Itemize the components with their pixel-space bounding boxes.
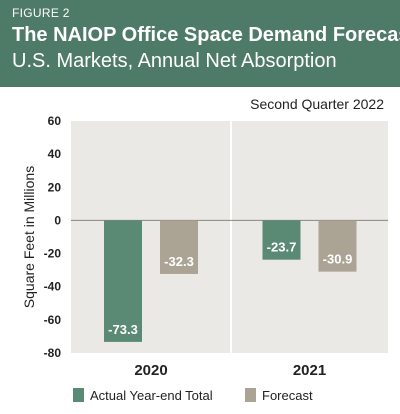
y-axis-label: Square Feet in Millions <box>21 166 37 308</box>
legend-label-forecast: Forecast <box>262 388 313 403</box>
chart-header: FIGURE 2 The NAIOP Office Space Demand F… <box>0 0 400 87</box>
figure-label: FIGURE 2 <box>12 6 70 20</box>
y-tick-label: -80 <box>44 346 62 360</box>
y-tick-label: -60 <box>44 313 62 327</box>
chart-subtitle: U.S. Markets, Annual Net Absorption <box>12 50 337 72</box>
y-tick-label: -40 <box>44 280 62 294</box>
bar-2021-forecast <box>318 220 357 272</box>
data-label-2020-forecast: -32.3 <box>164 254 194 269</box>
bar-2021-actual <box>262 220 301 260</box>
plot-panel-2021 <box>232 121 388 353</box>
y-tick-label: 0 <box>54 213 61 227</box>
bar-2020-forecast <box>160 220 198 274</box>
plot-panel-2020 <box>71 121 230 353</box>
y-tick-label: 60 <box>48 114 62 128</box>
x-tick-label: 2020 <box>134 362 167 379</box>
bar-2020-actual <box>104 220 142 342</box>
y-tick-label: 40 <box>48 147 62 161</box>
data-label-2020-actual: -73.3 <box>108 322 138 337</box>
y-tick-label: -20 <box>44 247 62 261</box>
legend-swatch-actual <box>73 388 84 402</box>
x-tick-label: 2021 <box>293 362 326 379</box>
legend-swatch-forecast <box>245 388 256 402</box>
chart-title: The NAIOP Office Space Demand Forecast <box>12 24 400 46</box>
y-tick-label: 20 <box>48 180 62 194</box>
data-label-2021-actual: -23.7 <box>267 240 297 255</box>
data-label-2021-forecast: -30.9 <box>323 252 353 267</box>
quarter-note: Second Quarter 2022 <box>250 96 384 112</box>
legend-label-actual: Actual Year-end Total <box>90 388 213 403</box>
